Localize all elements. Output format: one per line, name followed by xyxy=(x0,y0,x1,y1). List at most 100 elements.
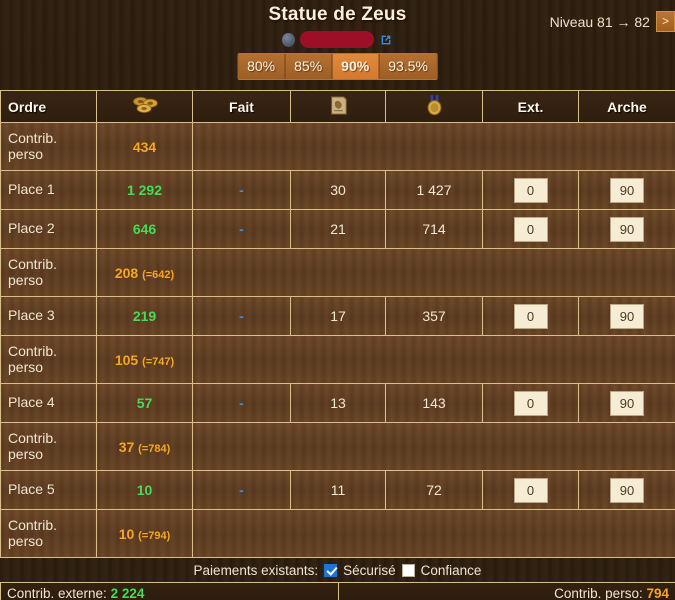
table-row-contrib-perso: Contrib. perso 208 (=642) xyxy=(0,248,675,297)
column-header-arche: Arche xyxy=(578,90,675,123)
row-label: Place 3 xyxy=(0,296,97,336)
percent-option-80[interactable]: 80% xyxy=(238,54,286,79)
fait-link[interactable]: - xyxy=(239,308,244,324)
contribution-table: Ordre Fait xyxy=(0,90,675,558)
ext-input[interactable] xyxy=(513,477,548,503)
percent-option-90[interactable]: 90% xyxy=(332,54,380,79)
row-label: Contrib. perso xyxy=(0,248,97,297)
cell-fait: - xyxy=(192,170,291,210)
cell-arche xyxy=(578,209,675,249)
row-label: Contrib. perso xyxy=(0,422,97,471)
cell-scroll: 13 xyxy=(290,383,386,423)
cell-ext xyxy=(482,383,579,423)
owner-name-redacted xyxy=(300,31,374,48)
table-row-place-4: Place 4 57 - 13 143 xyxy=(0,383,675,423)
row-label: Place 1 xyxy=(0,170,97,210)
medal-icon xyxy=(425,94,444,120)
arche-input[interactable] xyxy=(610,303,644,329)
column-header-ext: Ext. xyxy=(482,90,579,123)
column-header-ordre: Ordre xyxy=(0,90,97,123)
table-row-place-5: Place 5 10 - 11 72 xyxy=(0,470,675,510)
cell-fait: - xyxy=(192,296,291,336)
row-label: Contrib. perso xyxy=(0,122,97,171)
row-label: Place 4 xyxy=(0,383,97,423)
cell-scroll: 30 xyxy=(290,170,386,210)
circle-bullet-icon xyxy=(282,32,295,47)
trust-label[interactable]: Confiance xyxy=(420,562,482,578)
cell-coins: 219 xyxy=(96,296,193,336)
percent-selector[interactable]: 80% 85% 90% 93.5% xyxy=(237,53,438,80)
existing-payments-row: Paiements existants: Sécurisé Confiance xyxy=(0,558,675,582)
cell-arche xyxy=(578,170,675,210)
secure-checkbox[interactable] xyxy=(324,563,338,577)
ext-input[interactable] xyxy=(513,216,548,242)
percent-option-85[interactable]: 85% xyxy=(285,54,333,79)
arche-input[interactable] xyxy=(610,477,644,503)
cell-empty-span xyxy=(192,422,675,471)
contrib-externe-label: Contrib. externe: xyxy=(7,586,107,600)
cell-scroll: 17 xyxy=(290,296,386,336)
coins-icon xyxy=(130,96,160,118)
cell-coins: 646 xyxy=(96,209,193,249)
row-label: Place 2 xyxy=(0,209,97,249)
column-header-medal xyxy=(385,90,483,123)
cell-medal: 72 xyxy=(385,470,483,510)
trust-checkbox[interactable] xyxy=(401,563,415,577)
table-body: Contrib. perso 434 Place 1 1 292 - 30 1 … xyxy=(0,122,675,558)
cell-coins: 208 (=642) xyxy=(96,248,193,297)
cell-empty-span xyxy=(192,509,675,558)
cell-coins: 10 xyxy=(96,470,193,510)
secure-label[interactable]: Sécurisé xyxy=(343,562,396,578)
ext-input[interactable] xyxy=(513,303,548,329)
cell-arche xyxy=(578,296,675,336)
arche-input[interactable] xyxy=(610,390,644,416)
external-link-icon[interactable] xyxy=(379,33,393,47)
column-header-fait: Fait xyxy=(192,90,291,123)
owner-row xyxy=(0,30,675,49)
column-header-scroll xyxy=(290,90,386,123)
cell-ext xyxy=(482,296,579,336)
cell-medal: 357 xyxy=(385,296,483,336)
cell-fait: - xyxy=(192,383,291,423)
percent-option-93-5[interactable]: 93.5% xyxy=(379,54,437,79)
contrib-externe-cell: Contrib. externe: 2 224 xyxy=(0,582,339,600)
payments-label: Paiements existants: xyxy=(193,562,319,578)
cell-ext xyxy=(482,170,579,210)
cell-fait: - xyxy=(192,470,291,510)
fait-link[interactable]: - xyxy=(239,221,244,237)
level-label: Niveau 81 → 82 xyxy=(549,13,650,30)
fait-link[interactable]: - xyxy=(239,182,244,198)
table-row-contrib-perso: Contrib. perso 105 (=747) xyxy=(0,335,675,384)
page-title: Statue de Zeus xyxy=(268,4,407,25)
table-row-contrib-perso: Contrib. perso 37 (=784) xyxy=(0,422,675,471)
cell-coins: 105 (=747) xyxy=(96,335,193,384)
panel-header: Statue de Zeus 80% 85% 90% 93.5% Niveau … xyxy=(0,0,675,90)
contrib-externe-value: 2 224 xyxy=(110,586,145,600)
summary-row-externe: Contrib. externe: 2 224 Contrib. perso: … xyxy=(0,582,675,600)
row-label: Contrib. perso xyxy=(0,509,97,558)
fait-link[interactable]: - xyxy=(239,395,244,411)
contrib-perso-cell: Contrib. perso: 794 xyxy=(338,582,675,600)
ext-input[interactable] xyxy=(513,177,548,203)
cell-medal: 714 xyxy=(385,209,483,249)
contrib-perso-label: Contrib. perso: xyxy=(554,586,643,600)
cell-empty-span xyxy=(192,335,675,384)
table-row-contrib-perso: Contrib. perso 434 xyxy=(0,122,675,171)
cell-fait: - xyxy=(192,209,291,249)
summary-table: Contrib. externe: 2 224 Contrib. perso: … xyxy=(0,582,675,600)
cell-arche xyxy=(578,383,675,423)
table-row-contrib-perso: Contrib. perso 10 (=794) xyxy=(0,509,675,558)
table-row-place-1: Place 1 1 292 - 30 1 427 xyxy=(0,170,675,210)
ext-input[interactable] xyxy=(513,390,548,416)
arche-input[interactable] xyxy=(610,177,644,203)
arche-input[interactable] xyxy=(610,216,644,242)
next-level-button[interactable]: > xyxy=(655,11,675,32)
contrib-perso-value: 794 xyxy=(646,586,669,600)
cell-coins: 10 (=794) xyxy=(96,509,193,558)
row-label: Place 5 xyxy=(0,470,97,510)
cell-empty-span xyxy=(192,122,675,171)
cell-coins: 434 xyxy=(96,122,193,171)
fait-link[interactable]: - xyxy=(239,482,244,498)
cell-ext xyxy=(482,209,579,249)
